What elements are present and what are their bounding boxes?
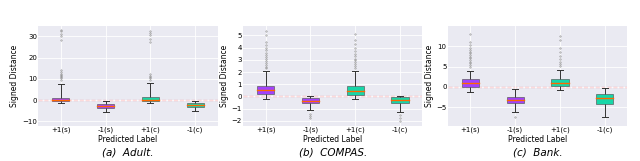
X-axis label: Predicted Label: Predicted Label bbox=[303, 135, 362, 144]
FancyBboxPatch shape bbox=[392, 97, 408, 103]
Y-axis label: Signed Distance: Signed Distance bbox=[220, 45, 228, 107]
FancyBboxPatch shape bbox=[347, 86, 364, 95]
FancyBboxPatch shape bbox=[142, 97, 159, 100]
Y-axis label: Signed Distance: Signed Distance bbox=[424, 45, 433, 107]
FancyBboxPatch shape bbox=[552, 79, 568, 86]
FancyBboxPatch shape bbox=[462, 79, 479, 87]
FancyBboxPatch shape bbox=[507, 97, 524, 103]
X-axis label: Predicted Label: Predicted Label bbox=[99, 135, 157, 144]
FancyBboxPatch shape bbox=[52, 98, 69, 101]
X-axis label: Predicted Label: Predicted Label bbox=[508, 135, 567, 144]
FancyBboxPatch shape bbox=[97, 104, 114, 108]
FancyBboxPatch shape bbox=[302, 98, 319, 103]
FancyBboxPatch shape bbox=[596, 94, 613, 104]
Text: (b)  COMPAS.: (b) COMPAS. bbox=[299, 148, 367, 158]
Text: (a)  Adult.: (a) Adult. bbox=[102, 148, 154, 158]
Text: (c)  Bank.: (c) Bank. bbox=[513, 148, 563, 158]
FancyBboxPatch shape bbox=[187, 103, 204, 107]
FancyBboxPatch shape bbox=[257, 86, 274, 94]
Y-axis label: Signed Distance: Signed Distance bbox=[10, 45, 19, 107]
